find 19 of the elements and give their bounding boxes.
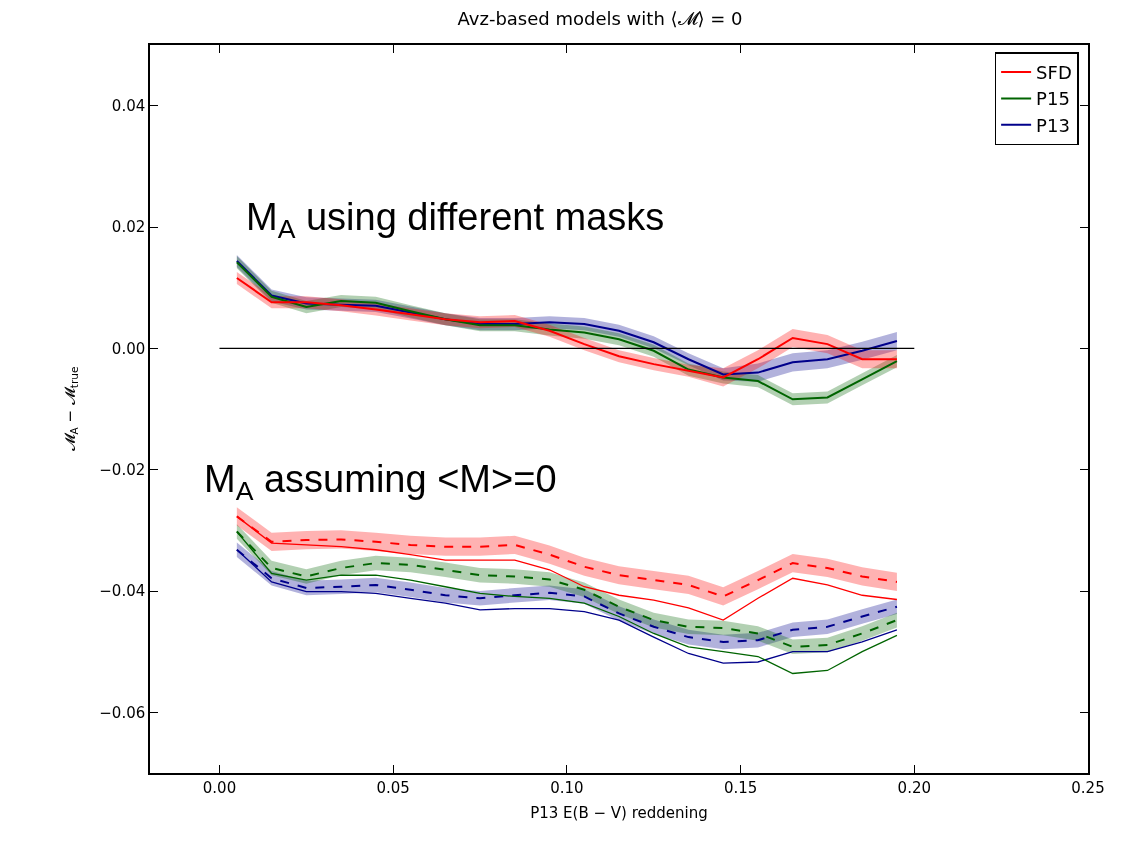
- x-tick-label: 0.05: [376, 778, 410, 797]
- y-tick-label: −0.06: [99, 703, 146, 722]
- y-tick-label: 0.00: [111, 339, 146, 358]
- x-tick-label: 0.20: [897, 778, 931, 797]
- annotation: M$_{A}$ assuming <M>=0: [204, 458, 557, 506]
- x-tick-label: 0.25: [1071, 778, 1105, 797]
- annotation: M$_{A}$ using different masks: [246, 196, 665, 244]
- legend-label: P13: [1036, 114, 1070, 136]
- x-tick-label: 0.15: [723, 778, 758, 797]
- x-tick-label: 0.10: [550, 778, 584, 797]
- y-tick-label: −0.02: [99, 460, 146, 479]
- chart-title: Avz-based models with ⟨𝓜⟩ = 0: [457, 8, 743, 30]
- legend-label: SFD: [1036, 62, 1072, 83]
- y-tick-label: −0.04: [99, 582, 146, 601]
- y-tick-label: 0.04: [111, 96, 146, 115]
- x-tick-label: 0.00: [202, 778, 237, 797]
- x-axis-title: P13 E(B − V) reddening: [530, 804, 708, 823]
- legend-label: P15: [1036, 88, 1070, 110]
- y-tick-label: 0.02: [111, 218, 146, 237]
